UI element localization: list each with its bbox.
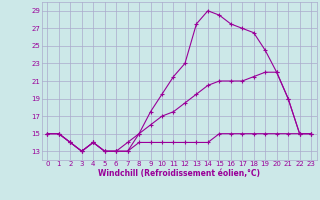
X-axis label: Windchill (Refroidissement éolien,°C): Windchill (Refroidissement éolien,°C) xyxy=(98,169,260,178)
